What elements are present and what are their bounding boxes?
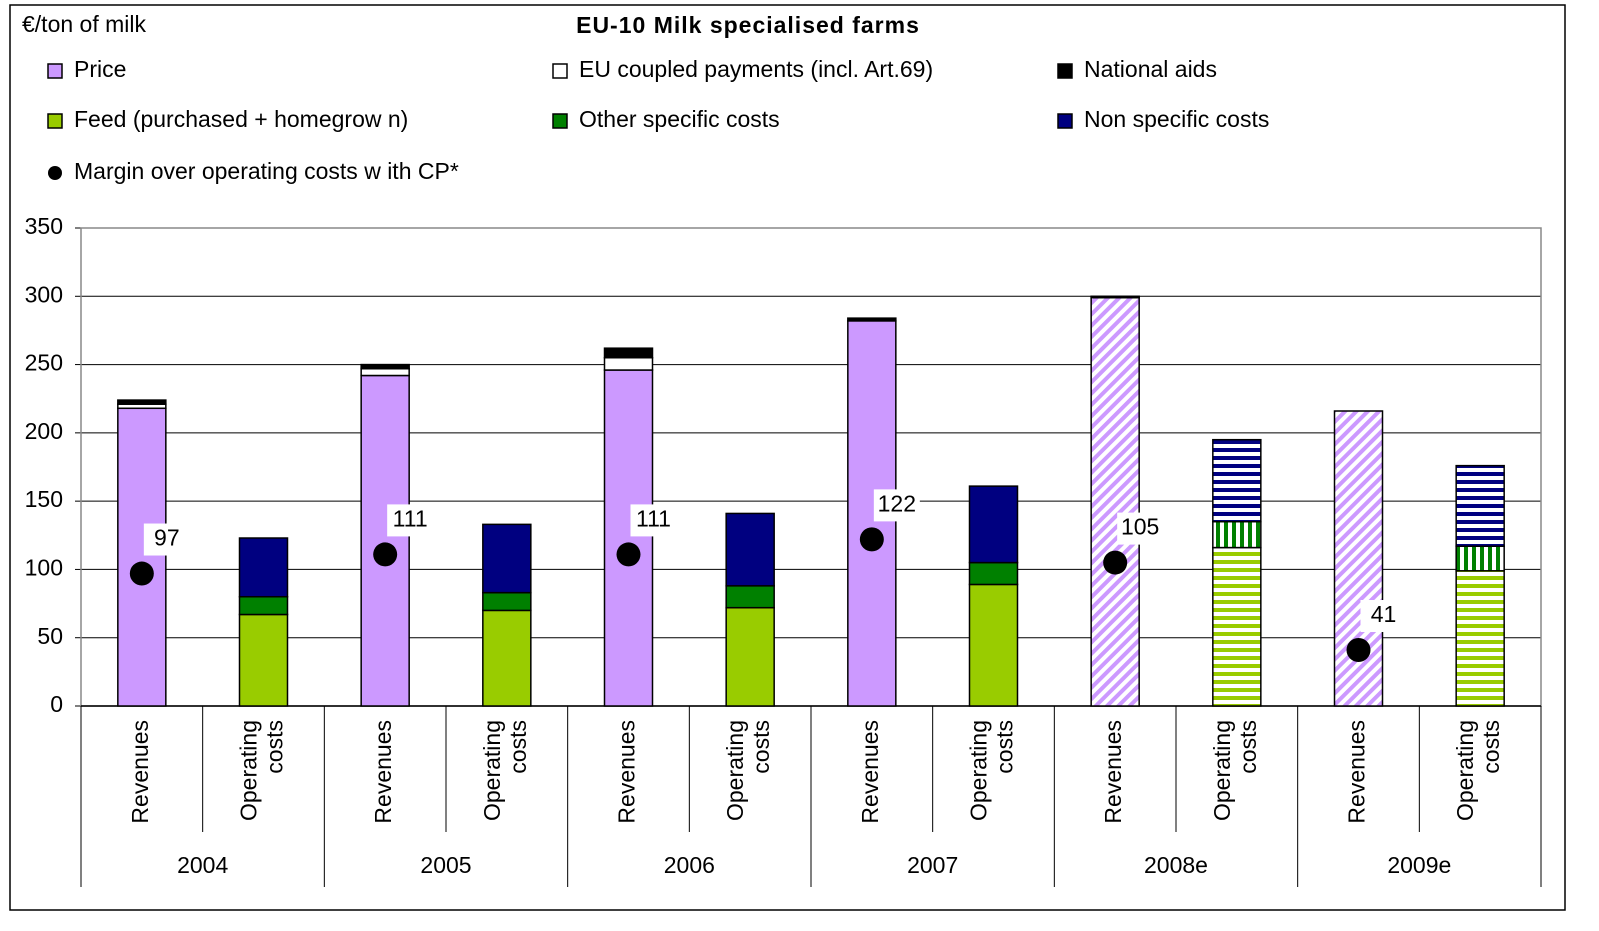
bar-segment <box>238 613 289 707</box>
y-tick-label: 250 <box>25 350 63 376</box>
x-group-label: 2005 <box>420 852 471 878</box>
x-tick-label: Revenues <box>1100 720 1126 824</box>
x-tick-label: Operatingcosts <box>236 720 288 821</box>
data-label: 105 <box>1121 514 1159 540</box>
legend-label: Feed (purchased + homegrow n) <box>74 106 408 132</box>
bar-segment <box>1090 295 1140 299</box>
legend-label: Price <box>74 56 126 82</box>
x-tick-label: Revenues <box>1344 720 1370 824</box>
bar-segment <box>1212 546 1262 707</box>
bar-segment <box>725 585 775 609</box>
x-tick-label: Operatingcosts <box>479 720 531 821</box>
legend-label: Non specific costs <box>1084 106 1269 132</box>
legend-label: National aids <box>1084 56 1217 82</box>
data-label-box <box>1360 600 1407 633</box>
data-label: 97 <box>154 525 180 551</box>
legend-marker <box>48 166 62 180</box>
legend-label: EU coupled payments (incl. Art.69) <box>579 56 933 82</box>
x-tick-label: Revenues <box>614 720 640 824</box>
legend-swatch <box>1057 63 1073 79</box>
y-tick-label: 300 <box>25 281 63 307</box>
bar-segment <box>482 591 532 612</box>
x-tick-label: Operatingcosts <box>722 720 774 821</box>
bar-segment <box>725 606 775 707</box>
bar-segment <box>1455 570 1505 707</box>
margin-point <box>616 542 641 567</box>
margin-point <box>1103 550 1128 575</box>
bar-segment <box>1455 464 1505 547</box>
legend-swatch <box>552 63 568 79</box>
bar-segment <box>117 407 167 707</box>
legend-swatch <box>47 113 63 129</box>
y-tick-label: 0 <box>50 691 63 717</box>
chart-title: EU-10 Milk specialised farms <box>576 12 920 38</box>
x-tick-label: Operatingcosts <box>1209 720 1261 821</box>
legend-swatch <box>552 113 568 129</box>
data-label-box <box>873 489 920 522</box>
bar-segment <box>725 512 775 587</box>
data-label-box <box>1117 512 1164 545</box>
bar-segment <box>1090 296 1140 707</box>
y-tick-label: 200 <box>25 418 63 444</box>
bar-segment <box>603 347 654 359</box>
bar-segment <box>117 399 167 405</box>
data-label: 122 <box>878 490 916 516</box>
bar-segment <box>1212 438 1262 523</box>
bar-segment <box>968 561 1019 586</box>
bar-segment <box>360 374 410 707</box>
data-label-box <box>387 504 434 537</box>
legend-label: Margin over operating costs w ith CP* <box>74 158 459 184</box>
margin-point <box>373 542 398 567</box>
bar-segment <box>238 595 289 616</box>
bar-segment <box>847 317 897 322</box>
margin-point <box>129 561 154 586</box>
data-label-box <box>630 504 677 537</box>
y-tick-label: 150 <box>25 486 63 512</box>
x-tick-label: Revenues <box>127 720 153 824</box>
legend-swatch <box>1057 113 1073 129</box>
bar-segment <box>482 523 532 594</box>
x-group-label: 2004 <box>177 852 228 878</box>
y-tick-label: 350 <box>25 213 63 239</box>
data-label-box <box>143 523 190 556</box>
y-axis-label: €/ton of milk <box>22 11 146 37</box>
data-label: 41 <box>1371 601 1397 627</box>
legend-swatch <box>47 63 63 79</box>
bar-segment <box>238 537 289 598</box>
bar-segment <box>482 609 532 707</box>
x-group-label: 2009e <box>1387 852 1451 878</box>
bar-segment <box>1455 545 1505 572</box>
x-group-label: 2006 <box>664 852 715 878</box>
bar-segment <box>603 356 654 371</box>
x-tick-label: Revenues <box>370 720 396 824</box>
bar-segment <box>603 369 654 707</box>
x-group-label: 2008e <box>1144 852 1208 878</box>
bar-segment <box>968 485 1019 564</box>
x-group-label: 2007 <box>907 852 958 878</box>
frame <box>9 4 1566 911</box>
y-tick-label: 50 <box>37 623 63 649</box>
margin-point <box>1346 638 1371 663</box>
data-label: 111 <box>636 505 671 531</box>
bar-segment <box>1212 520 1262 549</box>
data-label: 111 <box>393 505 428 531</box>
legend-label: Other specific costs <box>579 106 780 132</box>
x-tick-label: Operatingcosts <box>966 720 1018 821</box>
bar-segment <box>360 363 410 370</box>
bar-segment <box>360 367 410 377</box>
y-tick-label: 100 <box>25 555 63 581</box>
margin-point <box>859 527 884 552</box>
x-tick-label: Operatingcosts <box>1452 720 1504 821</box>
bar-segment <box>968 583 1019 707</box>
x-tick-label: Revenues <box>857 720 883 824</box>
